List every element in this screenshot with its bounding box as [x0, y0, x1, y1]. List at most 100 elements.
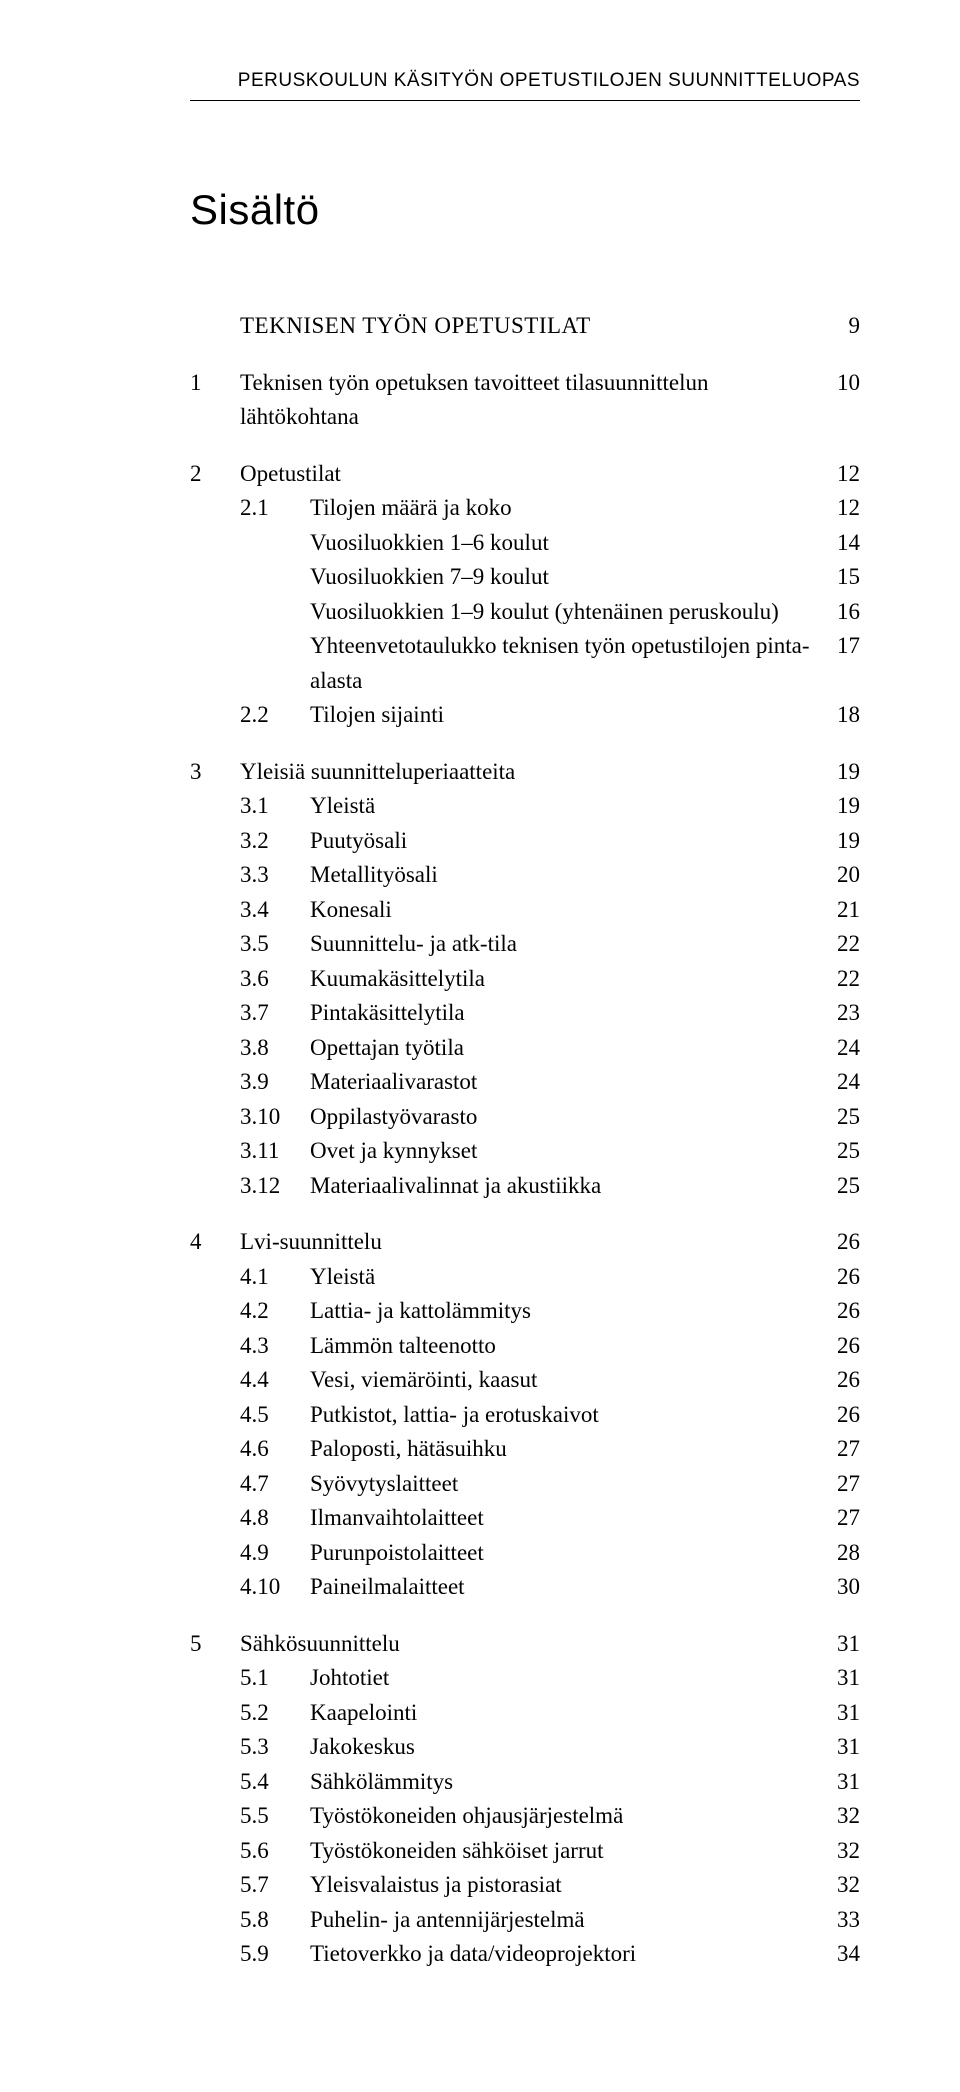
toc-item-number: 3.6	[240, 962, 310, 997]
toc-item-label: Tilojen sijainti	[310, 698, 444, 733]
toc-item-row: 4.8Ilmanvaihtolaitteet27	[190, 1501, 860, 1536]
toc-item-number: 2.1	[240, 491, 310, 526]
toc-item-row: 3.12Materiaalivalinnat ja akustiikka25	[190, 1169, 860, 1204]
toc-item-number: 3.4	[240, 893, 310, 928]
toc-row-left: 4.9Purunpoistolaitteet	[190, 1536, 812, 1571]
toc-item-label: Tietoverkko ja data/videoprojektori	[310, 1937, 636, 1972]
toc-item-row: 3.5Suunnittelu- ja atk-tila22	[190, 927, 860, 962]
toc-item-number: 3.9	[240, 1065, 310, 1100]
toc-item-row: 4.6Paloposti, hätäsuihku27	[190, 1432, 860, 1467]
toc-row-left: 4.7Syövytyslaitteet	[190, 1467, 812, 1502]
toc-row-left: 3.11Ovet ja kynnykset	[190, 1134, 812, 1169]
toc-item-row: 5.1Johtotiet31	[190, 1661, 860, 1696]
toc-item-row: 3.8Opettajan työtila24	[190, 1031, 860, 1066]
toc-item-row: 4.5Putkistot, lattia- ja erotuskaivot26	[190, 1398, 860, 1433]
toc-item-row: 4.3Lämmön talteenotto26	[190, 1329, 860, 1364]
toc-page-number: 12	[812, 491, 860, 526]
toc-row-left: 5.4Sähkölämmitys	[190, 1765, 812, 1800]
toc-section-number: 1	[190, 366, 240, 401]
toc-page-number: 27	[812, 1432, 860, 1467]
toc-row-left: 5.7Yleisvalaistus ja pistorasiat	[190, 1868, 812, 1903]
toc-item-label: Kuumakäsittelytila	[310, 962, 485, 997]
toc-row-left: 5.6Työstökoneiden sähköiset jarrut	[190, 1834, 812, 1869]
toc-row-left: 3.4Konesali	[190, 893, 812, 928]
toc-item-row: Yhteenvetotaulukko teknisen työn opetust…	[190, 629, 860, 698]
toc-item-number: 3.11	[240, 1134, 310, 1169]
toc-item-row: 4.7Syövytyslaitteet27	[190, 1467, 860, 1502]
toc-item-row: Vuosiluokkien 1–6 koulut14	[190, 526, 860, 561]
toc-row-left: 2Opetustilat	[190, 457, 812, 492]
toc-item-number: 3.7	[240, 996, 310, 1031]
toc-item-number: 4.10	[240, 1570, 310, 1605]
toc-row-left: 3.12Materiaalivalinnat ja akustiikka	[190, 1169, 812, 1204]
toc-item-label: Sähkölämmitys	[310, 1765, 453, 1800]
page-title: Sisältö	[190, 186, 860, 234]
toc-page-number: 32	[812, 1868, 860, 1903]
toc-item-label: Lattia- ja kattolämmitys	[310, 1294, 531, 1329]
toc-row-left: 4.6Paloposti, hätäsuihku	[190, 1432, 812, 1467]
toc-item-label: Yleistä	[310, 1260, 375, 1295]
toc-item-number: 3.2	[240, 824, 310, 859]
toc-row-left: Vuosiluokkien 7–9 koulut	[190, 560, 812, 595]
toc-page-number: 20	[812, 858, 860, 893]
toc-row-left: 5.2Kaapelointi	[190, 1696, 812, 1731]
toc-row-left: 3.8Opettajan työtila	[190, 1031, 812, 1066]
toc-item-number: 5.1	[240, 1661, 310, 1696]
toc-item-label: Oppilastyövarasto	[310, 1100, 477, 1135]
toc-page-number: 31	[812, 1661, 860, 1696]
toc-item-label: Vesi, viemäröinti, kaasut	[310, 1363, 537, 1398]
toc-row-left: 4.3Lämmön talteenotto	[190, 1329, 812, 1364]
toc-item-number: 3.8	[240, 1031, 310, 1066]
toc-item-row: Vuosiluokkien 1–9 koulut (yhtenäinen per…	[190, 595, 860, 630]
toc-item-label: Vuosiluokkien 7–9 koulut	[310, 560, 549, 595]
toc-section-number: 5	[190, 1627, 240, 1662]
toc-item-number: 5.7	[240, 1868, 310, 1903]
toc-row-left: 4.8Ilmanvaihtolaitteet	[190, 1501, 812, 1536]
toc-page-number: 19	[812, 755, 860, 790]
toc-row-left: 3.3Metallityösali	[190, 858, 812, 893]
toc-item-row: 5.3Jakokeskus31	[190, 1730, 860, 1765]
toc-row-left: 5.1Johtotiet	[190, 1661, 812, 1696]
toc-page-number: 27	[812, 1501, 860, 1536]
toc-section-label: Opetustilat	[240, 457, 341, 492]
toc-page-number: 12	[812, 457, 860, 492]
toc-page-number: 33	[812, 1903, 860, 1938]
toc-item-number: 4.8	[240, 1501, 310, 1536]
toc-section-label: Teknisen työn opetuksen tavoitteet tilas…	[240, 366, 812, 435]
toc-item-row: 5.6Työstökoneiden sähköiset jarrut32	[190, 1834, 860, 1869]
toc-item-label: Opettajan työtila	[310, 1031, 464, 1066]
toc-section-row: TEKNISEN TYÖN OPETUSTILAT9	[190, 309, 860, 344]
toc-section-row: 2Opetustilat12	[190, 457, 860, 492]
toc-item-number: 4.9	[240, 1536, 310, 1571]
toc-item-label: Yleistä	[310, 789, 375, 824]
toc-page-number: 31	[812, 1696, 860, 1731]
toc-section-number: 3	[190, 755, 240, 790]
toc-item-number: 4.2	[240, 1294, 310, 1329]
toc-row-left: 3Yleisiä suunnitteluperiaatteita	[190, 755, 812, 790]
toc-item-number: 4.6	[240, 1432, 310, 1467]
toc-item-number: 5.2	[240, 1696, 310, 1731]
toc-item-row: 4.10Paineilmalaitteet30	[190, 1570, 860, 1605]
toc-item-row: 5.5Työstökoneiden ohjausjärjestelmä32	[190, 1799, 860, 1834]
toc-item-number: 3.5	[240, 927, 310, 962]
toc-page-number: 25	[812, 1134, 860, 1169]
toc-page-number: 15	[812, 560, 860, 595]
toc-item-label: Jakokeskus	[310, 1730, 415, 1765]
toc-section: 1Teknisen työn opetuksen tavoitteet tila…	[190, 366, 860, 435]
toc-item-number: 5.4	[240, 1765, 310, 1800]
toc-row-left: 3.5Suunnittelu- ja atk-tila	[190, 927, 812, 962]
toc-row-left: 4.2Lattia- ja kattolämmitys	[190, 1294, 812, 1329]
toc-row-left: TEKNISEN TYÖN OPETUSTILAT	[190, 309, 812, 344]
toc-section: 5Sähkösuunnittelu315.1Johtotiet315.2Kaap…	[190, 1627, 860, 1972]
toc-item-label: Ilmanvaihtolaitteet	[310, 1501, 484, 1536]
toc-page-number: 32	[812, 1799, 860, 1834]
toc-section-row: 5Sähkösuunnittelu31	[190, 1627, 860, 1662]
toc-row-left: 4.10Paineilmalaitteet	[190, 1570, 812, 1605]
toc-item-row: 4.9Purunpoistolaitteet28	[190, 1536, 860, 1571]
table-of-contents: TEKNISEN TYÖN OPETUSTILAT9 1Teknisen työn…	[190, 309, 860, 1972]
toc-item-row: 3.7Pintakäsittelytila23	[190, 996, 860, 1031]
toc-section-row: 3Yleisiä suunnitteluperiaatteita19	[190, 755, 860, 790]
toc-page-number: 23	[812, 996, 860, 1031]
toc-row-left: 2.1Tilojen määrä ja koko	[190, 491, 812, 526]
toc-item-label: Konesali	[310, 893, 392, 928]
